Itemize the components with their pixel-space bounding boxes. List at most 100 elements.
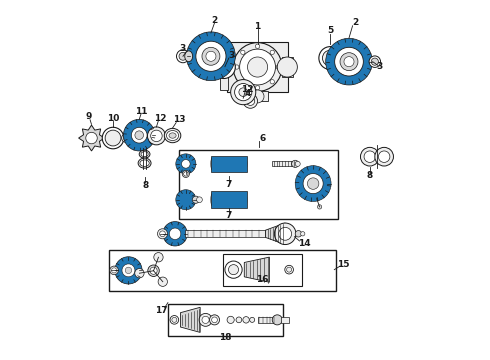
Circle shape	[157, 229, 168, 239]
Text: 8: 8	[142, 180, 148, 189]
Circle shape	[225, 261, 242, 278]
Circle shape	[235, 65, 239, 69]
Ellipse shape	[214, 193, 218, 206]
Bar	[227, 42, 288, 92]
Ellipse shape	[218, 193, 221, 206]
Circle shape	[303, 174, 323, 194]
Circle shape	[319, 46, 342, 69]
Circle shape	[117, 259, 140, 282]
Bar	[281, 317, 289, 323]
Circle shape	[212, 55, 235, 78]
Circle shape	[199, 314, 212, 326]
Circle shape	[243, 94, 258, 108]
Text: 2: 2	[211, 15, 218, 24]
Circle shape	[235, 84, 252, 101]
Text: 3: 3	[377, 62, 383, 71]
Circle shape	[250, 318, 255, 322]
Circle shape	[176, 190, 196, 210]
Ellipse shape	[224, 157, 227, 170]
Ellipse shape	[218, 157, 221, 170]
Bar	[282, 57, 293, 77]
Circle shape	[243, 317, 249, 323]
Circle shape	[170, 228, 181, 239]
Circle shape	[110, 266, 119, 275]
Circle shape	[285, 265, 294, 274]
Circle shape	[255, 44, 260, 48]
Circle shape	[154, 253, 163, 262]
Text: 12: 12	[154, 114, 167, 123]
Circle shape	[123, 120, 155, 151]
Bar	[211, 156, 247, 172]
Ellipse shape	[220, 193, 224, 206]
Text: 3: 3	[179, 44, 185, 53]
Circle shape	[295, 161, 300, 166]
Circle shape	[105, 130, 121, 146]
Text: 12: 12	[241, 85, 253, 94]
Ellipse shape	[244, 193, 247, 206]
Circle shape	[277, 57, 297, 77]
Ellipse shape	[234, 193, 237, 206]
Circle shape	[212, 317, 218, 323]
Text: 1: 1	[254, 22, 261, 31]
Text: 18: 18	[219, 333, 232, 342]
Bar	[220, 44, 228, 90]
Text: 13: 13	[173, 115, 186, 124]
Circle shape	[210, 315, 220, 325]
Bar	[185, 230, 266, 237]
Circle shape	[378, 151, 390, 162]
Bar	[179, 149, 338, 220]
Circle shape	[202, 47, 220, 65]
Circle shape	[150, 267, 157, 274]
Bar	[223, 253, 302, 286]
Ellipse shape	[211, 193, 214, 206]
Circle shape	[233, 42, 282, 91]
Circle shape	[240, 49, 275, 85]
Circle shape	[272, 315, 282, 325]
Circle shape	[170, 316, 179, 324]
Ellipse shape	[230, 193, 234, 206]
Circle shape	[160, 231, 166, 237]
Circle shape	[292, 160, 299, 167]
Circle shape	[279, 227, 292, 240]
Polygon shape	[78, 125, 104, 151]
Ellipse shape	[244, 157, 247, 170]
Circle shape	[217, 60, 231, 74]
Text: 8: 8	[367, 171, 373, 180]
Circle shape	[270, 80, 274, 84]
Text: 14: 14	[298, 239, 311, 248]
Circle shape	[122, 264, 135, 277]
Bar	[258, 317, 277, 323]
Circle shape	[239, 88, 247, 96]
Polygon shape	[266, 223, 285, 244]
Circle shape	[187, 32, 235, 81]
Circle shape	[125, 122, 153, 149]
Circle shape	[102, 127, 124, 149]
Ellipse shape	[240, 193, 244, 206]
Circle shape	[276, 65, 280, 69]
Circle shape	[375, 147, 393, 166]
Circle shape	[329, 41, 369, 82]
Text: 7: 7	[226, 211, 232, 220]
Circle shape	[122, 134, 130, 142]
Circle shape	[255, 86, 260, 90]
Circle shape	[172, 318, 177, 322]
Ellipse shape	[214, 157, 218, 170]
Circle shape	[344, 57, 354, 67]
Circle shape	[192, 196, 199, 203]
Text: 16: 16	[256, 275, 269, 284]
Circle shape	[251, 90, 264, 103]
Circle shape	[270, 50, 274, 54]
Text: 2: 2	[352, 18, 359, 27]
Ellipse shape	[141, 152, 148, 157]
Bar	[272, 161, 295, 166]
Ellipse shape	[139, 150, 150, 158]
Ellipse shape	[234, 157, 237, 170]
Circle shape	[295, 230, 302, 237]
Circle shape	[287, 267, 292, 272]
Text: 4: 4	[245, 89, 251, 98]
Circle shape	[135, 131, 144, 139]
Circle shape	[369, 56, 381, 67]
Bar	[109, 250, 337, 291]
Circle shape	[274, 223, 296, 244]
Circle shape	[196, 41, 226, 71]
